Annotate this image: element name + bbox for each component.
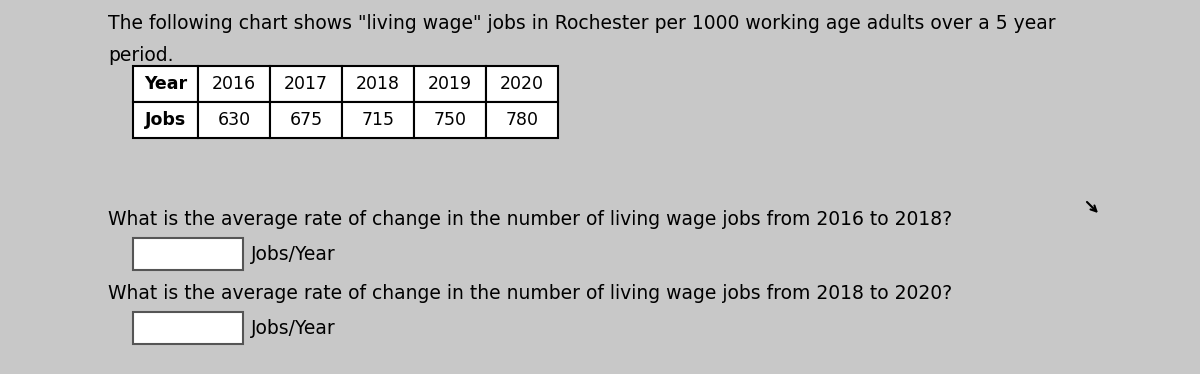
Text: period.: period. <box>108 46 174 65</box>
Text: What is the average rate of change in the number of living wage jobs from 2016 t: What is the average rate of change in th… <box>108 210 952 229</box>
Bar <box>133 102 198 138</box>
Text: The following chart shows "living wage" jobs in Rochester per 1000 working age a: The following chart shows "living wage" … <box>108 14 1056 33</box>
Bar <box>342 66 414 102</box>
Text: 715: 715 <box>361 111 395 129</box>
Text: 675: 675 <box>289 111 323 129</box>
Bar <box>342 102 414 138</box>
Bar <box>270 102 342 138</box>
Bar <box>486 66 558 102</box>
Bar <box>133 312 242 344</box>
Text: 2020: 2020 <box>500 75 544 93</box>
Text: 630: 630 <box>217 111 251 129</box>
Text: What is the average rate of change in the number of living wage jobs from 2018 t: What is the average rate of change in th… <box>108 284 952 303</box>
Bar <box>486 102 558 138</box>
Text: 780: 780 <box>505 111 539 129</box>
Bar <box>133 66 198 102</box>
Bar <box>414 66 486 102</box>
Bar <box>198 66 270 102</box>
Bar <box>198 102 270 138</box>
Text: 2016: 2016 <box>212 75 256 93</box>
Bar <box>270 66 342 102</box>
Text: Jobs: Jobs <box>145 111 186 129</box>
Text: 2017: 2017 <box>284 75 328 93</box>
Bar <box>414 102 486 138</box>
Bar <box>133 238 242 270</box>
Text: 2018: 2018 <box>356 75 400 93</box>
Text: Jobs/Year: Jobs/Year <box>251 245 336 264</box>
Text: Jobs/Year: Jobs/Year <box>251 319 336 337</box>
Text: 2019: 2019 <box>428 75 472 93</box>
Text: Year: Year <box>144 75 187 93</box>
Text: 750: 750 <box>433 111 467 129</box>
